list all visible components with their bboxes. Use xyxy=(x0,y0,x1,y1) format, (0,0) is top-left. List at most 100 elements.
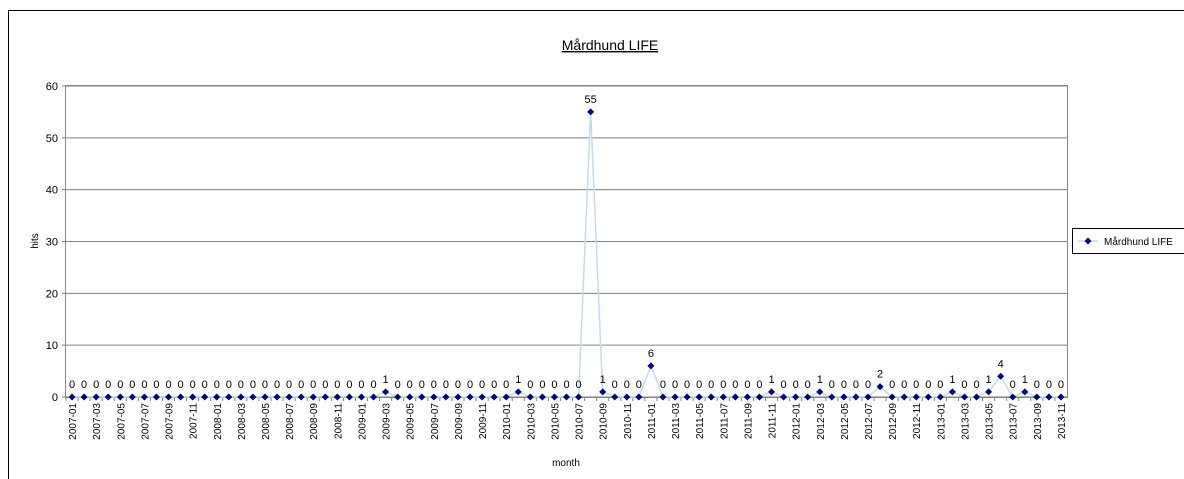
data-label: 0 xyxy=(672,379,678,391)
data-label: 0 xyxy=(238,379,244,391)
y-tick-label: 60 xyxy=(46,81,58,93)
data-point xyxy=(213,393,221,401)
data-point xyxy=(478,393,486,401)
data-point xyxy=(466,393,474,401)
data-label: 0 xyxy=(539,379,545,391)
data-label: 0 xyxy=(214,379,220,391)
data-label: 0 xyxy=(286,379,292,391)
data-label: 0 xyxy=(527,379,533,391)
data-label: 0 xyxy=(467,379,473,391)
data-label: 0 xyxy=(105,379,111,391)
x-tick-label: 2008-09 xyxy=(309,403,320,440)
x-tick-label: 2011-05 xyxy=(695,403,706,439)
data-label: 0 xyxy=(744,379,750,391)
x-tick-label: 2012-05 xyxy=(840,403,851,440)
data-point xyxy=(80,393,88,401)
data-point xyxy=(876,383,884,391)
data-point xyxy=(780,393,788,401)
data-point xyxy=(116,393,124,401)
data-point xyxy=(671,393,679,401)
data-point xyxy=(587,108,595,116)
x-tick-label: 2007-11 xyxy=(189,403,200,439)
data-point xyxy=(1057,393,1065,401)
x-tick-label: 2012-03 xyxy=(816,403,827,440)
data-point xyxy=(599,388,607,396)
x-tick-label: 2013-01 xyxy=(936,403,947,440)
data-point xyxy=(635,393,643,401)
y-tick-label: 10 xyxy=(46,340,58,352)
data-label: 1 xyxy=(600,374,606,386)
data-label: 2 xyxy=(877,369,883,381)
data-point xyxy=(309,393,317,401)
data-label: 0 xyxy=(913,379,919,391)
data-label: 0 xyxy=(732,379,738,391)
data-point xyxy=(768,388,776,396)
data-point xyxy=(550,393,558,401)
data-point xyxy=(924,393,932,401)
data-point xyxy=(430,393,438,401)
data-label: 55 xyxy=(584,94,596,106)
data-point xyxy=(852,393,860,401)
x-tick-label: 2010-09 xyxy=(599,403,610,440)
data-point xyxy=(140,393,148,401)
data-label: 0 xyxy=(93,379,99,391)
data-point xyxy=(454,393,462,401)
x-tick-label: 2007-07 xyxy=(140,403,151,440)
x-tick-label: 2012-09 xyxy=(888,403,899,440)
data-label: 0 xyxy=(190,379,196,391)
data-label: 0 xyxy=(202,379,208,391)
x-tick-label: 2013-09 xyxy=(1033,403,1044,440)
data-point xyxy=(888,393,896,401)
data-label: 0 xyxy=(756,379,762,391)
data-label: 0 xyxy=(563,379,569,391)
data-point xyxy=(490,393,498,401)
data-point xyxy=(816,388,824,396)
x-tick-label: 2008-07 xyxy=(285,403,296,440)
data-label: 4 xyxy=(998,358,1004,370)
data-point xyxy=(321,393,329,401)
data-label: 0 xyxy=(129,379,135,391)
x-axis-label: month xyxy=(552,458,580,469)
data-label: 0 xyxy=(443,379,449,391)
data-label: 1 xyxy=(768,374,774,386)
data-label: 0 xyxy=(165,379,171,391)
data-point xyxy=(900,393,908,401)
data-label: 0 xyxy=(1058,379,1064,391)
data-point xyxy=(864,393,872,401)
data-point xyxy=(538,393,546,401)
data-point xyxy=(743,393,751,401)
data-point xyxy=(502,393,510,401)
data-point xyxy=(345,393,353,401)
data-label: 0 xyxy=(684,379,690,391)
data-label: 0 xyxy=(250,379,256,391)
data-point xyxy=(659,393,667,401)
x-tick-label: 2008-01 xyxy=(213,403,224,440)
data-label: 0 xyxy=(612,379,618,391)
data-point xyxy=(201,393,209,401)
y-tick-label: 50 xyxy=(46,133,58,145)
data-label: 0 xyxy=(841,379,847,391)
data-point xyxy=(707,393,715,401)
data-point xyxy=(261,393,269,401)
data-label: 0 xyxy=(925,379,931,391)
x-tick-label: 2013-03 xyxy=(960,403,971,440)
data-point xyxy=(755,393,763,401)
data-label: 0 xyxy=(455,379,461,391)
data-label: 0 xyxy=(81,379,87,391)
data-point xyxy=(237,393,245,401)
x-tick-label: 2009-07 xyxy=(430,403,441,440)
data-point xyxy=(418,393,426,401)
y-tick-label: 20 xyxy=(46,288,58,300)
data-point xyxy=(68,393,76,401)
data-label: 1 xyxy=(383,374,389,386)
data-label: 0 xyxy=(708,379,714,391)
data-label: 0 xyxy=(370,379,376,391)
data-point xyxy=(623,393,631,401)
data-label: 0 xyxy=(407,379,413,391)
data-label: 0 xyxy=(624,379,630,391)
data-point xyxy=(357,393,365,401)
data-label: 0 xyxy=(973,379,979,391)
x-tick-label: 2009-09 xyxy=(454,403,465,440)
data-label: 1 xyxy=(817,374,823,386)
data-label: 0 xyxy=(491,379,497,391)
